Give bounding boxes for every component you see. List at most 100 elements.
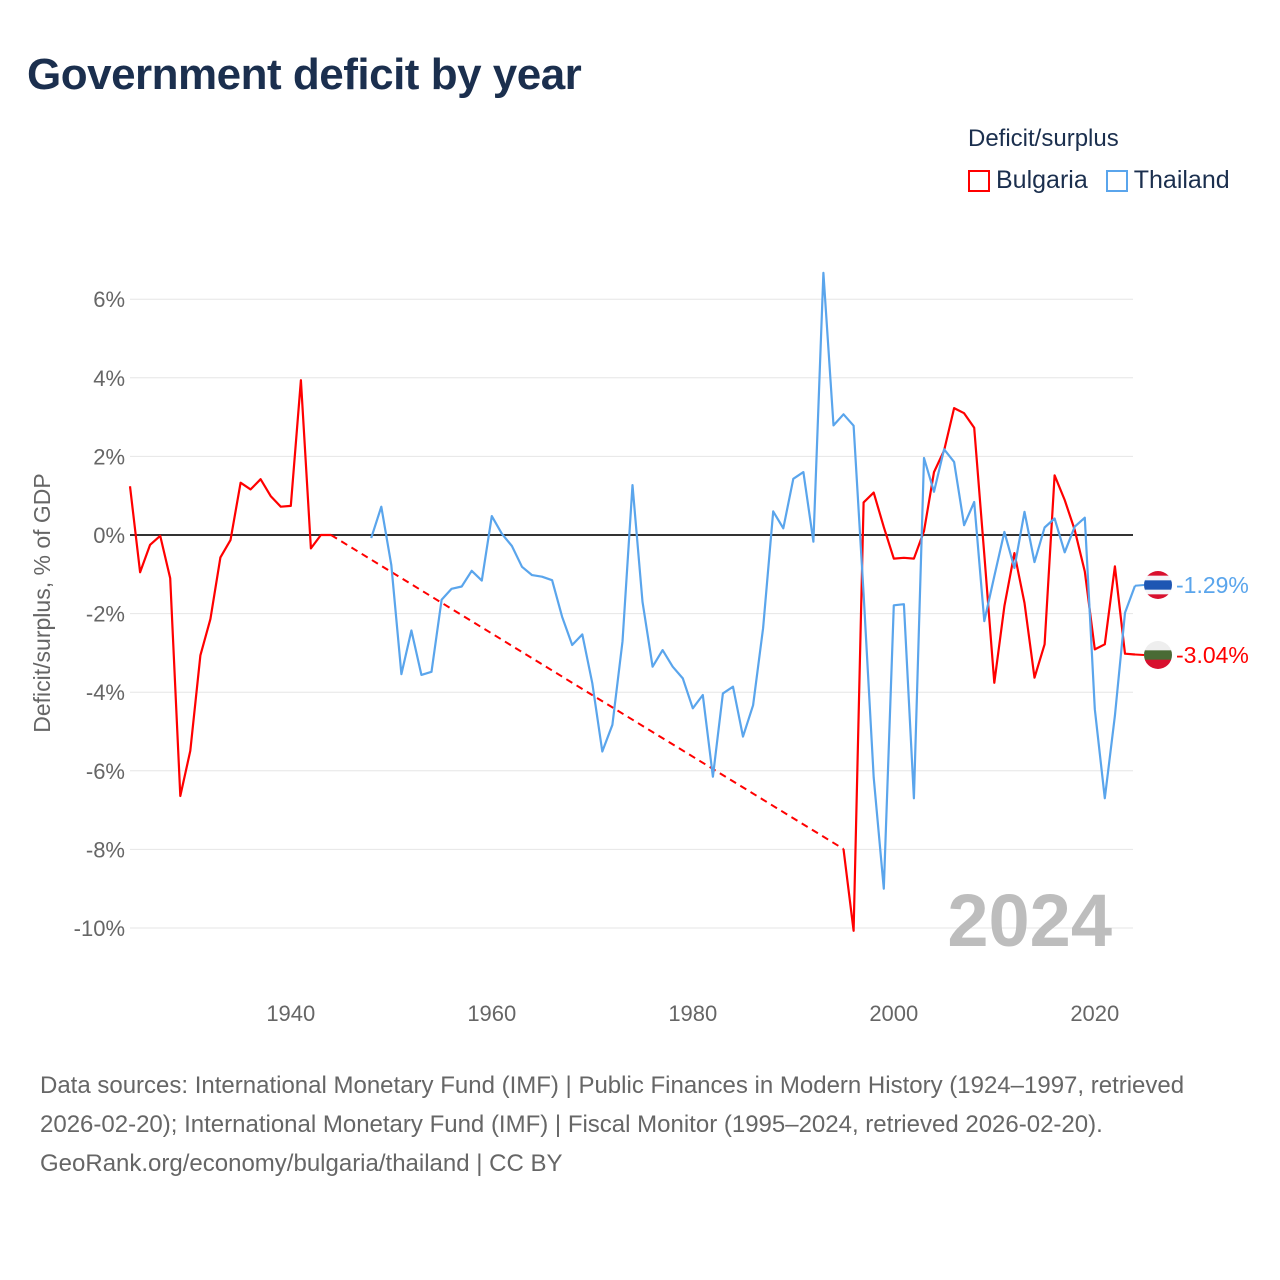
bulgaria-data-point[interactable] [206,615,214,623]
legend-item-bulgaria[interactable]: Bulgaria [968,166,1088,195]
bulgaria-data-point[interactable] [196,651,204,659]
thailand-data-point[interactable] [458,582,466,590]
bulgaria-data-point[interactable] [247,485,255,493]
bulgaria-data-point[interactable] [176,792,184,800]
bulgaria-data-point[interactable] [930,468,938,476]
bulgaria-data-point[interactable] [970,424,978,432]
thailand-data-point[interactable] [1121,609,1129,617]
bulgaria-data-point[interactable] [1041,640,1049,648]
bulgaria-data-point[interactable] [960,409,968,417]
thailand-data-point[interactable] [830,421,838,429]
thailand-data-point[interactable] [749,701,757,709]
bulgaria-data-point[interactable] [317,531,325,539]
thailand-data-point[interactable] [980,617,988,625]
bulgaria-data-point[interactable] [890,555,898,563]
thailand-data-point[interactable] [990,572,998,580]
bulgaria-data-point[interactable] [146,541,154,549]
thailand-data-point[interactable] [618,638,626,646]
thailand-data-point[interactable] [578,630,586,638]
bulgaria-data-point[interactable] [990,679,998,687]
thailand-data-point[interactable] [407,626,415,634]
thailand-data-point[interactable] [769,507,777,515]
thailand-data-point[interactable] [679,674,687,682]
thailand-data-point[interactable] [1031,558,1039,566]
thailand-data-point[interactable] [438,596,446,604]
bulgaria-data-point[interactable] [860,498,868,506]
bulgaria-data-point[interactable] [216,553,224,561]
thailand-data-point[interactable] [940,445,948,453]
thailand-data-point[interactable] [1071,523,1079,531]
thailand-data-point[interactable] [639,598,647,606]
thailand-data-point[interactable] [739,733,747,741]
bulgaria-data-point[interactable] [186,747,194,755]
bulgaria-data-point[interactable] [156,532,164,540]
bulgaria-data-point[interactable] [870,489,878,497]
bulgaria-data-point[interactable] [880,523,888,531]
thailand-data-point[interactable] [417,671,425,679]
thailand-data-point[interactable] [970,498,978,506]
thailand-data-point[interactable] [880,885,888,893]
thailand-data-point[interactable] [669,663,677,671]
thailand-data-point[interactable] [629,481,637,489]
thailand-data-point[interactable] [719,689,727,697]
thailand-data-point[interactable] [860,590,868,598]
bulgaria-data-point[interactable] [126,482,134,490]
bulgaria-data-point[interactable] [1061,496,1069,504]
thailand-data-point[interactable] [397,670,405,678]
bulgaria-data-point[interactable] [1020,599,1028,607]
thailand-data-point[interactable] [1091,705,1099,713]
thailand-data-point[interactable] [528,571,536,579]
thailand-data-point[interactable] [598,748,606,756]
bulgaria-data-point[interactable] [267,492,275,500]
thailand-data-point[interactable] [468,567,476,575]
thailand-data-point[interactable] [759,624,767,632]
thailand-data-point[interactable] [488,512,496,520]
thailand-data-point[interactable] [498,530,506,538]
thailand-data-point[interactable] [608,721,616,729]
thailand-data-point[interactable] [890,601,898,609]
thailand-data-point[interactable] [428,668,436,676]
thailand-data-point[interactable] [568,641,576,649]
bulgaria-data-point[interactable] [287,502,295,510]
legend-item-thailand[interactable]: Thailand [1105,166,1230,195]
thailand-data-point[interactable] [789,475,797,483]
thailand-data-point[interactable] [1081,514,1089,522]
thailand-data-point[interactable] [699,691,707,699]
thailand-data-point[interactable] [1051,514,1059,522]
bulgaria-data-point[interactable] [950,404,958,412]
bulgaria-data-point[interactable] [910,555,918,563]
thailand-data-point[interactable] [910,794,918,802]
thailand-data-point[interactable] [689,704,697,712]
thailand-data-point[interactable] [558,613,566,621]
thailand-data-point[interactable] [709,773,717,781]
credit-link[interactable]: GeoRank.org/economy/bulgaria/thailand | … [40,1150,563,1177]
bulgaria-data-point[interactable] [297,376,305,384]
thailand-data-point[interactable] [448,585,456,593]
thailand-data-point[interactable] [1000,528,1008,536]
thailand-data-point[interactable] [799,468,807,476]
bulgaria-data-point[interactable] [980,551,988,559]
thailand-data-point[interactable] [1111,712,1119,720]
bulgaria-data-point[interactable] [1000,602,1008,610]
thailand-data-point[interactable] [1041,524,1049,532]
thailand-data-point[interactable] [538,573,546,581]
thailand-data-point[interactable] [649,663,657,671]
thailand-data-point[interactable] [1101,794,1109,802]
bulgaria-data-point[interactable] [1111,562,1119,570]
bulgaria-data-point[interactable] [900,554,908,562]
thailand-data-point[interactable] [588,679,596,687]
bulgaria-data-point[interactable] [1051,471,1059,479]
bulgaria-data-point[interactable] [227,536,235,544]
bulgaria-data-point[interactable] [277,503,285,511]
thailand-data-point[interactable] [950,458,958,466]
thailand-data-point[interactable] [809,538,817,546]
bulgaria-data-point[interactable] [166,574,174,582]
thailand-data-point[interactable] [518,563,526,571]
bulgaria-data-point[interactable] [1101,640,1109,648]
thailand-data-point[interactable] [779,524,787,532]
bulgaria-data-point[interactable] [1031,674,1039,682]
thailand-data-point[interactable] [387,561,395,569]
thailand-data-point[interactable] [1061,548,1069,556]
thailand-data-point[interactable] [920,454,928,462]
thailand-data-point[interactable] [930,488,938,496]
